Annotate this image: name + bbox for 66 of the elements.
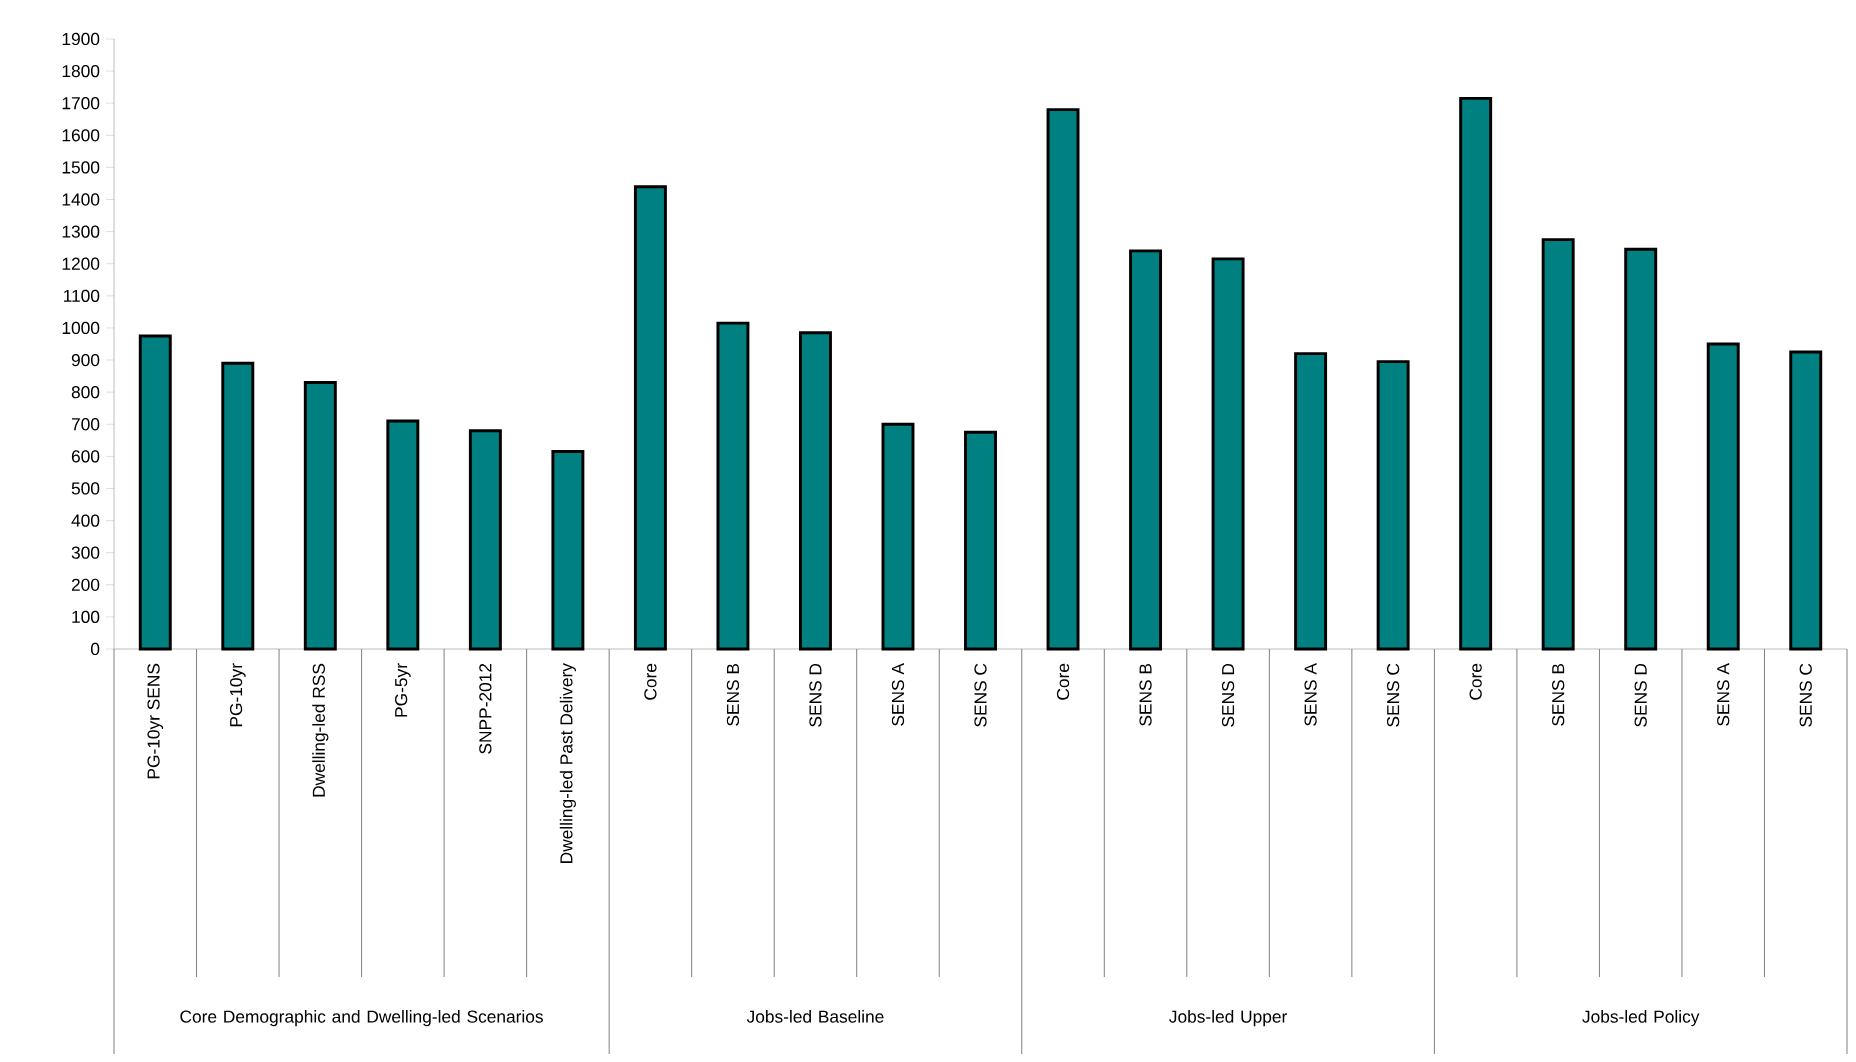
y-tick-label: 1100: [64, 289, 100, 302]
bar: [964, 430, 997, 651]
y-tick-label: 200: [71, 578, 100, 591]
bar: [716, 321, 750, 651]
bar: [633, 185, 667, 651]
y-tick-label: 1600: [62, 129, 100, 142]
x-tick-label: Core: [1056, 663, 1070, 700]
y-tick-label: 1500: [62, 161, 100, 174]
x-tick-label: PG-10yr: [229, 663, 246, 727]
y-tick-label: 1700: [62, 97, 100, 110]
x-tick-label: Core: [1469, 663, 1482, 700]
y-tick-label: 0: [90, 642, 100, 656]
text: Jobs-led Baseline: [746, 1010, 884, 1023]
x-tick-label: Dwelling-led RSS: [312, 663, 329, 797]
x-tick-label: Core: [644, 663, 657, 700]
x-tick-label: SENS B: [1552, 663, 1565, 726]
text: Jobs-led Policy: [1582, 1010, 1700, 1027]
x-tick-label: PG-5yr: [394, 663, 411, 717]
bar: [138, 334, 172, 651]
x-tick-label: Dwelling-led Past Delivery: [559, 663, 576, 863]
y-tick-label: 800: [71, 386, 100, 399]
bar: [1789, 350, 1823, 651]
x-tick-label: SENS A: [1717, 663, 1730, 726]
x-tick-label: SENS C: [1799, 663, 1812, 727]
text: Jobs-led Upper: [1169, 1010, 1288, 1027]
x-tick-label: SENS D: [1221, 663, 1235, 727]
bar: [1459, 96, 1493, 651]
x-tick-label: SENS C: [974, 663, 987, 727]
y-tick-label: 1000: [62, 321, 100, 335]
y-tick-label: 100: [72, 610, 100, 624]
bar: [1129, 249, 1163, 651]
y-tick-label: 900: [71, 353, 100, 367]
x-tick-label: SNPP-2012: [479, 663, 492, 754]
y-tick-label: 300: [71, 546, 100, 559]
y-tick-label: 1400: [62, 193, 100, 206]
text: Core Demographic and Dwelling-led Scenarios: [180, 1010, 543, 1027]
bar: [1376, 360, 1410, 651]
y-tick-label: 1800: [62, 64, 100, 78]
bar: [468, 429, 502, 651]
y-tick-label: 1300: [62, 225, 100, 238]
bar: [551, 450, 585, 651]
bar: [798, 331, 832, 651]
bar: [1624, 247, 1658, 651]
y-tick-label: 700: [71, 418, 100, 431]
bar: [1294, 352, 1328, 651]
bar: [1541, 238, 1575, 651]
y-tick-label: 1900: [62, 32, 100, 46]
x-tick-label: SENS D: [1634, 663, 1647, 727]
bar: [221, 361, 255, 651]
y-tick-label: 1200: [62, 257, 100, 270]
x-tick-label: SENS C: [1386, 663, 1400, 727]
x-tick-label: SENS A: [1304, 663, 1317, 726]
x-tick-label: SENS A: [891, 663, 905, 726]
bar: [386, 419, 420, 651]
y-tick-label: 400: [71, 514, 100, 527]
bar: [1046, 108, 1080, 651]
x-tick-label: SENS D: [809, 663, 822, 727]
y-tick-label: 600: [71, 450, 100, 463]
bar: [303, 381, 337, 651]
x-tick-label: PG-10yr SENS: [147, 663, 164, 779]
bar: [881, 422, 915, 651]
bar: [1706, 342, 1740, 651]
x-tick-label: SENS B: [726, 663, 740, 726]
x-tick-label: SENS B: [1139, 663, 1152, 726]
bar: [1211, 257, 1245, 651]
y-tick-label: 500: [71, 482, 100, 495]
